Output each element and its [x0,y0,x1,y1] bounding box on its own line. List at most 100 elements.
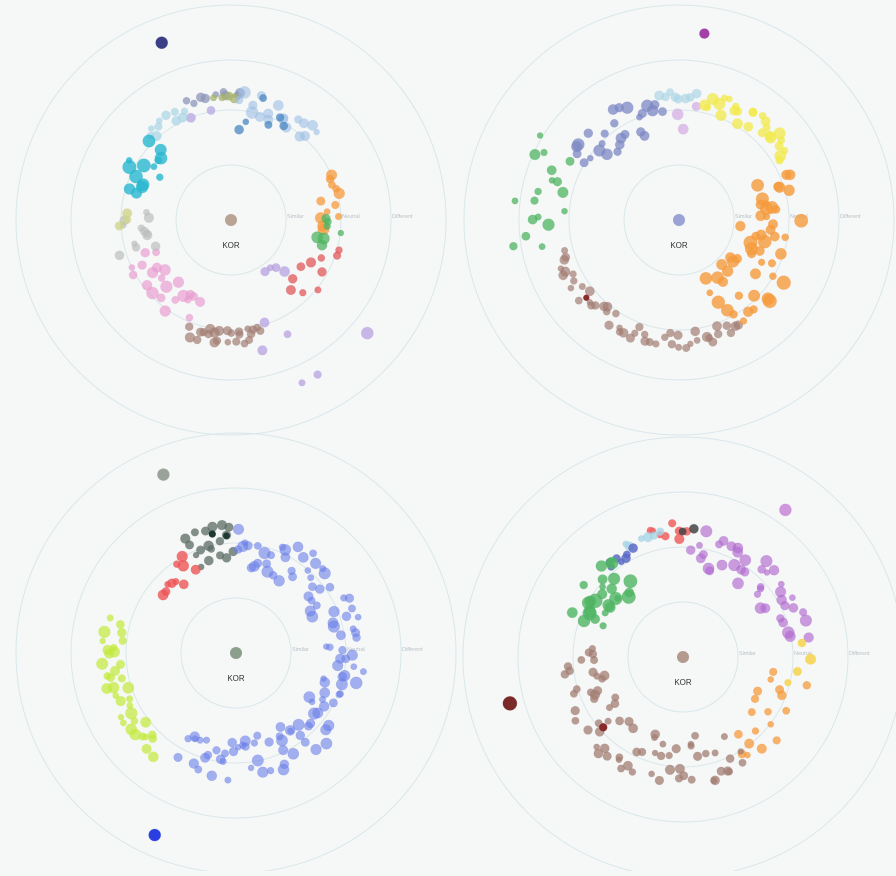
data-point[interactable] [773,181,784,192]
data-point[interactable] [625,333,636,343]
data-point[interactable] [732,577,744,590]
data-point[interactable] [777,580,785,588]
data-point[interactable] [639,130,650,141]
data-point[interactable] [117,627,127,638]
data-point[interactable] [664,764,676,775]
data-point[interactable] [119,719,127,727]
data-point[interactable] [750,694,760,704]
data-point[interactable] [572,685,581,694]
data-point[interactable] [661,531,670,541]
data-point[interactable] [148,828,161,842]
data-point[interactable] [317,267,327,277]
data-point[interactable] [583,128,594,138]
data-point[interactable] [125,695,134,703]
data-point[interactable] [313,370,322,379]
data-point[interactable] [659,740,667,748]
data-point[interactable] [182,96,191,105]
data-point[interactable] [188,758,200,769]
data-point[interactable] [210,94,218,102]
data-point[interactable] [109,665,121,677]
data-point[interactable] [277,763,290,776]
data-point[interactable] [107,681,120,694]
data-point[interactable] [141,743,152,755]
data-point[interactable] [287,273,298,284]
data-point[interactable] [314,286,322,294]
data-point[interactable] [720,303,734,317]
data-point[interactable] [238,86,251,99]
data-point[interactable] [99,637,106,645]
data-point[interactable] [693,336,701,344]
data-point[interactable] [157,468,170,481]
data-point[interactable] [200,752,211,763]
data-point[interactable] [557,265,565,272]
data-point[interactable] [273,575,285,587]
data-point[interactable] [771,204,781,214]
data-point[interactable] [635,322,644,332]
data-point[interactable] [284,725,296,736]
data-point[interactable] [275,721,286,732]
data-point[interactable] [775,156,784,165]
data-point[interactable] [623,574,638,589]
data-point[interactable] [597,574,608,585]
data-point[interactable] [762,212,771,221]
data-point[interactable] [534,213,542,221]
data-point[interactable] [117,674,126,683]
data-point[interactable] [667,519,677,528]
data-point[interactable] [177,289,190,303]
data-point[interactable] [582,294,590,302]
data-point[interactable] [726,255,740,268]
data-point[interactable] [685,545,696,555]
data-point[interactable] [600,129,609,138]
data-point[interactable] [797,638,807,648]
data-point[interactable] [308,698,316,706]
data-point[interactable] [733,106,743,116]
data-point[interactable] [305,257,317,268]
data-point[interactable] [300,737,310,747]
data-point[interactable] [118,636,127,645]
data-point[interactable] [243,540,253,551]
data-point[interactable] [691,88,702,99]
data-point[interactable] [256,326,265,336]
data-point[interactable] [299,130,311,142]
data-point[interactable] [335,690,343,699]
data-point[interactable] [347,604,356,613]
data-point[interactable] [114,221,125,231]
data-point[interactable] [115,695,126,707]
data-point[interactable] [700,525,713,538]
data-point[interactable] [215,536,225,546]
data-point[interactable] [665,751,673,760]
data-point[interactable] [586,688,595,697]
data-point[interactable] [242,118,250,126]
data-point[interactable] [349,676,363,690]
data-point[interactable] [588,667,598,677]
data-point[interactable] [208,530,217,538]
data-point[interactable] [615,716,625,726]
data-point[interactable] [146,286,159,300]
data-point[interactable] [654,775,665,786]
data-point[interactable] [733,729,743,739]
data-point[interactable] [690,326,701,337]
data-point[interactable] [147,125,155,133]
data-point[interactable] [776,275,791,290]
data-point[interactable] [640,330,649,339]
data-point[interactable] [760,603,771,614]
data-point[interactable] [224,522,234,532]
data-point[interactable] [598,722,608,732]
data-point[interactable] [542,218,555,231]
data-point[interactable] [560,246,569,255]
data-point[interactable] [649,531,659,540]
data-point[interactable] [184,734,192,743]
data-point[interactable] [689,523,699,534]
data-point[interactable] [744,738,755,749]
data-point[interactable] [614,594,622,602]
data-point[interactable] [264,120,273,129]
data-point[interactable] [586,154,594,162]
data-point[interactable] [180,107,189,115]
data-point[interactable] [260,266,270,277]
data-point[interactable] [803,632,814,643]
data-point[interactable] [713,97,726,111]
data-point[interactable] [735,220,746,232]
data-point[interactable] [637,108,647,119]
data-point[interactable] [334,212,343,221]
data-point[interactable] [529,149,541,161]
